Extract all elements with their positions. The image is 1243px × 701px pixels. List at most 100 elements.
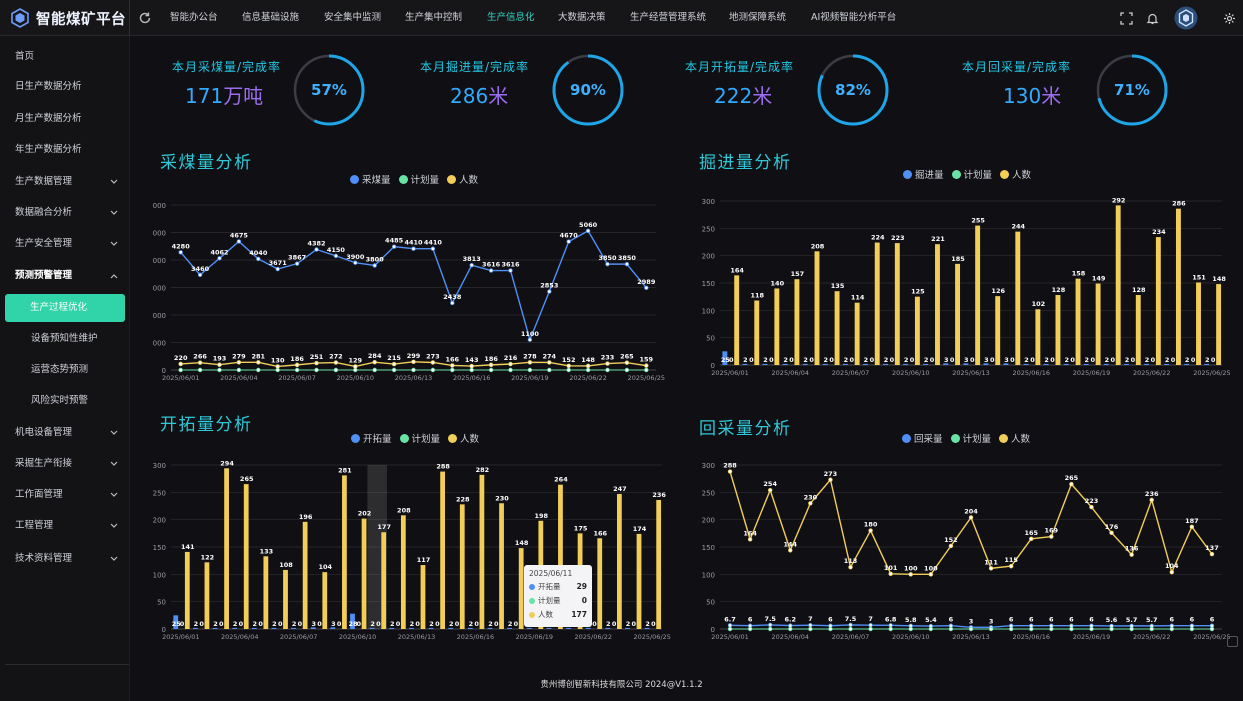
point — [585, 367, 591, 373]
legend-item[interactable]: 计划量 — [950, 431, 991, 445]
sidebar-item[interactable]: 运营态势预测 — [0, 355, 130, 385]
sidebar-item[interactable]: 工程管理 — [0, 511, 130, 541]
x-tick-label: 2025/06/13 — [952, 633, 989, 641]
legend-item[interactable]: 人数 — [447, 172, 478, 186]
data-label: 5.7 — [1126, 616, 1138, 624]
point — [1069, 481, 1074, 487]
data-label: 148 — [1212, 275, 1226, 283]
nav-item[interactable]: AI视频智能分析平台 — [811, 12, 897, 23]
sidebar-item[interactable]: 年生产数据分析 — [0, 135, 130, 165]
app-title: 智能煤矿平台 — [36, 11, 126, 28]
sidebar: 首页 日生产数据分析 月生产数据分析 年生产数据分析 生产数据管理 数据融合分析 生产安全管… — [0, 36, 130, 701]
data-label: 3867 — [288, 254, 306, 262]
data-label: 118 — [750, 291, 764, 299]
legend-dot — [399, 433, 409, 443]
sidebar-item[interactable]: 月生产数据分析 — [0, 104, 130, 134]
sidebar-item[interactable]: 生产过程优化 — [5, 294, 125, 322]
nav-item[interactable]: 安全集中监测 — [324, 12, 382, 23]
legend-item[interactable]: 采煤量 — [350, 172, 391, 186]
data-label: 2 — [844, 356, 849, 364]
legend-item[interactable]: 计划量 — [399, 431, 440, 445]
bar-people — [1175, 208, 1181, 365]
point — [411, 246, 416, 251]
bar-people — [774, 288, 780, 365]
sidebar-item[interactable]: 技术资料管理 — [0, 544, 130, 574]
resize-handle[interactable] — [1227, 636, 1238, 647]
refresh-icon[interactable] — [138, 11, 152, 25]
point — [808, 501, 813, 506]
sidebar-item[interactable]: 设备预知性维护 — [0, 324, 130, 354]
settings-icon[interactable] — [1223, 12, 1236, 25]
data-label: 0 — [1070, 356, 1075, 364]
kpi-unit: 米 — [752, 84, 773, 108]
bar-primary — [350, 613, 355, 629]
sidebar-item[interactable]: 日生产数据分析 — [0, 72, 130, 102]
sidebar-item[interactable]: 预测预警管理 — [0, 261, 130, 291]
x-tick-label: 2025/06/16 — [453, 374, 490, 382]
bar-people — [854, 302, 860, 365]
point — [178, 250, 183, 255]
avatar[interactable] — [1174, 6, 1198, 30]
legend-item[interactable]: 掘进量 — [903, 167, 944, 181]
brand[interactable]: 智能煤矿平台 — [10, 7, 126, 29]
data-label: 3 — [984, 356, 989, 364]
legend-item[interactable]: 回采量 — [902, 431, 943, 445]
nav-item[interactable]: 生产集中控制 — [405, 12, 463, 23]
x-tick-label: 2025/06/10 — [339, 633, 376, 641]
data-label: 244 — [1012, 223, 1026, 231]
point — [391, 367, 397, 373]
legend-item[interactable]: 人数 — [999, 431, 1030, 445]
nav-item[interactable]: 生产经营管理系统 — [630, 12, 707, 23]
legend-item[interactable]: 人数 — [1000, 167, 1031, 181]
point — [1169, 569, 1174, 575]
data-label: 3900 — [346, 253, 365, 261]
nav-item[interactable]: 智能办公台 — [170, 12, 218, 23]
legend-label: 采煤量 — [362, 175, 391, 186]
data-label: 278 — [523, 352, 537, 360]
sidebar-item[interactable]: 生产数据管理 — [0, 167, 130, 197]
kpi-percent: 90% — [570, 81, 606, 99]
legend-item[interactable]: 计划量 — [398, 172, 439, 186]
bell-icon[interactable] — [1146, 12, 1159, 25]
bar-people — [459, 504, 465, 629]
point — [197, 367, 203, 373]
legend-item[interactable]: 开拓量 — [351, 431, 392, 445]
y-tick-label: 000 — [153, 312, 166, 320]
tooltip-label: 开拓量 — [538, 582, 561, 591]
data-label: 272 — [329, 353, 343, 361]
point — [948, 626, 954, 632]
data-label: 0 — [278, 620, 283, 628]
x-tick-label: 2025/06/10 — [337, 374, 374, 382]
x-tick-label: 2025/06/04 — [220, 374, 257, 382]
sidebar-item[interactable]: 首页 — [0, 42, 130, 72]
sidebar-item[interactable]: 采掘生产衔接 — [0, 449, 130, 479]
data-label: 144 — [783, 540, 797, 548]
sidebar-item[interactable]: 数据融合分析 — [0, 198, 130, 228]
legend-item[interactable]: 人数 — [448, 431, 479, 445]
nav-item[interactable]: 信息基础设施 — [242, 12, 300, 23]
chart-legend: 开拓量 计划量 人数 — [351, 431, 479, 445]
y-tick-label: 300 — [702, 198, 715, 206]
point — [888, 626, 893, 632]
point — [294, 367, 300, 373]
sidebar-item[interactable]: 工作面管理 — [0, 480, 130, 510]
sidebar-item[interactable]: 生产安全管理 — [0, 229, 130, 259]
sidebar-item[interactable]: 风险实时预警 — [0, 386, 130, 416]
data-label: 264 — [554, 476, 568, 484]
nav-item[interactable]: 生产信息化 — [487, 12, 535, 23]
sidebar-item[interactable]: 机电设备管理 — [0, 418, 130, 448]
x-tick-label: 2025/06/25 — [633, 633, 670, 641]
point — [888, 623, 893, 628]
point — [372, 367, 377, 373]
legend-label: 人数 — [460, 434, 480, 445]
legend-item[interactable]: 计划量 — [951, 167, 992, 181]
legend-dot — [1000, 169, 1010, 179]
data-label: 2 — [1205, 356, 1210, 364]
nav-item[interactable]: 大数据决策 — [558, 12, 606, 23]
panel-title: 采煤量分析 — [160, 153, 253, 173]
point — [888, 571, 893, 576]
fullscreen-icon[interactable] — [1120, 12, 1133, 25]
nav-item[interactable]: 地测保障系统 — [729, 12, 787, 23]
kpi-card: 本月回采量/完成率 130米 71% — [950, 48, 1190, 134]
bar-people — [440, 471, 446, 629]
